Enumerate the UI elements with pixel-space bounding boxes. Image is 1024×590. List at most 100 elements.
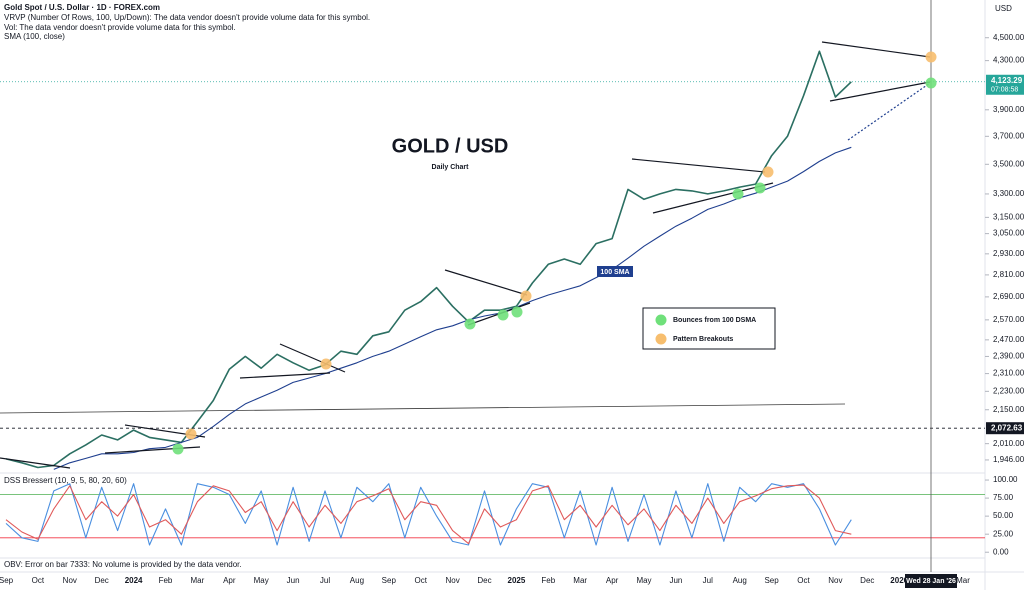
obv-note: OBV: Error on bar 7333: No volume is pro… [4, 560, 242, 569]
bounce-marker [732, 188, 744, 200]
trend-line [631, 158, 766, 173]
countdown: 07:08:58 [991, 87, 1018, 94]
y-tick-label: 25.00 [993, 529, 1014, 538]
y-tick-label: 2,390.00 [993, 352, 1024, 361]
breakout-marker [520, 290, 532, 302]
x-tick-label: Sep [764, 576, 779, 585]
y-tick-label: 3,150.00 [993, 212, 1024, 221]
x-tick-label: Nov [63, 576, 77, 585]
x-tick-label: Apr [223, 576, 236, 585]
y-tick-label: 2,310.00 [993, 369, 1024, 378]
indicator-note: Vol: The data vendor doesn't provide vol… [4, 23, 236, 32]
y-tick-label: 2,470.00 [993, 335, 1024, 344]
y-tick-label: 3,300.00 [993, 189, 1024, 198]
trend-line [104, 446, 201, 454]
breakout-marker [185, 428, 197, 440]
x-tick-label: May [636, 576, 651, 585]
x-tick-label: Aug [350, 576, 364, 585]
x-tick-label: Jun [669, 576, 682, 585]
x-tick-label: Jul [703, 576, 713, 585]
trend-line [239, 372, 331, 379]
sma-projection [847, 82, 931, 141]
chart-subtitle: Daily Chart [432, 164, 470, 171]
legend-label: Pattern Breakouts [673, 336, 733, 343]
level-box [986, 422, 1024, 435]
y-tick-label: 2,810.00 [993, 270, 1024, 279]
x-tick-label: Apr [606, 576, 619, 585]
y-tick-label: 3,050.00 [993, 229, 1024, 238]
y-tick-label: 1,946.00 [993, 455, 1024, 464]
oscillator-title: DSS Bressert (10, 9, 5, 80, 20, 60) [4, 476, 127, 485]
x-tick-label: Sep [382, 576, 397, 585]
y-tick-label: 3,700.00 [993, 131, 1024, 140]
breakout-marker [925, 51, 937, 63]
x-tick-label: Dec [477, 576, 491, 585]
y-tick-label: 2,690.00 [993, 292, 1024, 301]
x-tick-label: Oct [32, 576, 45, 585]
level-label: 2,072.63 [991, 423, 1023, 432]
y-tick-label: 2,930.00 [993, 249, 1024, 258]
x-tick-label: 2024 [125, 576, 143, 585]
x-tick-label: Mar [191, 576, 205, 585]
last-price-label: 4,123.29 [991, 76, 1023, 85]
x-tick-label: 2025 [508, 576, 526, 585]
x-tick-label: Nov [445, 576, 459, 585]
x-tick-label: Feb [541, 576, 555, 585]
currency: USD [995, 4, 1012, 13]
y-tick-label: 0.00 [993, 547, 1009, 556]
x-tick-label: Dec [95, 576, 109, 585]
long-term-line [0, 403, 846, 414]
x-tick-label: Mar [956, 576, 970, 585]
series-line [53, 146, 852, 470]
trend-line [829, 81, 931, 102]
x-tick-label: May [254, 576, 269, 585]
sma-tag-box [597, 266, 633, 277]
x-tick-label: Oct [797, 576, 810, 585]
data-layer [0, 37, 989, 553]
y-tick-label: 4,500.00 [993, 33, 1024, 42]
x-tick-label: Jun [287, 576, 300, 585]
bounce-marker [925, 77, 937, 89]
y-tick-label: 2,230.00 [993, 386, 1024, 395]
legend-swatch [655, 314, 667, 326]
y-tick-label: 3,500.00 [993, 159, 1024, 168]
series-line [5, 484, 852, 545]
y-tick-label: 100.00 [993, 475, 1018, 484]
x-tick-label: Dec [860, 576, 874, 585]
legend-label: Bounces from 100 DSMA [673, 317, 756, 324]
x-tick-label: Nov [828, 576, 842, 585]
y-tick-label: 2,150.00 [993, 405, 1024, 414]
crosshair-label: Wed 28 Jan '26 [906, 578, 956, 585]
chart-title: GOLD / USD [392, 135, 509, 157]
y-tick-label: 50.00 [993, 511, 1014, 520]
text-layer: 4,500.00 4,300.00 3,900.00 3,700.00 3,500.00… [0, 33, 1024, 588]
sma-legend: SMA (100, close) [4, 32, 65, 41]
bounce-marker [754, 182, 766, 194]
x-tick-label: Feb [159, 576, 173, 585]
last-price-box [986, 74, 1024, 95]
y-tick-label: 2,570.00 [993, 315, 1024, 324]
x-tick-label: Aug [733, 576, 747, 585]
breakout-marker [320, 358, 332, 370]
bounce-marker [497, 309, 509, 321]
bounce-marker [511, 306, 523, 318]
series-line [5, 50, 852, 469]
x-tick-label: Mar [573, 576, 587, 585]
breakout-marker [762, 166, 774, 178]
series-line [5, 483, 852, 546]
x-tick-label: Sep [0, 576, 14, 585]
legend-swatch [655, 333, 667, 345]
trend-line [0, 457, 71, 469]
y-tick-label: 2,010.00 [993, 439, 1024, 448]
bounce-markers [172, 77, 937, 455]
bounce-marker [172, 443, 184, 455]
trend-line [444, 269, 528, 296]
y-tick-label: 4,300.00 [993, 56, 1024, 65]
trend-line [821, 41, 931, 58]
y-tick-label: 3,900.00 [993, 105, 1024, 114]
trend-line [279, 343, 346, 373]
indicator-note: VRVP (Number Of Rows, 100, Up/Down): The… [4, 13, 370, 22]
sma-tag: 100 SMA [600, 269, 629, 276]
